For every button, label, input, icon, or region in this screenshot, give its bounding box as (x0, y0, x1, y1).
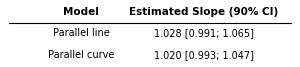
Text: Estimated Slope (90% CI): Estimated Slope (90% CI) (129, 7, 279, 17)
Text: 1.028 [0.991; 1.065]: 1.028 [0.991; 1.065] (154, 28, 254, 39)
Text: Parallel line: Parallel line (52, 28, 110, 39)
Text: Parallel curve: Parallel curve (48, 50, 114, 60)
Text: 1.020 [0.993; 1.047]: 1.020 [0.993; 1.047] (154, 50, 254, 60)
Text: Model: Model (63, 7, 99, 17)
